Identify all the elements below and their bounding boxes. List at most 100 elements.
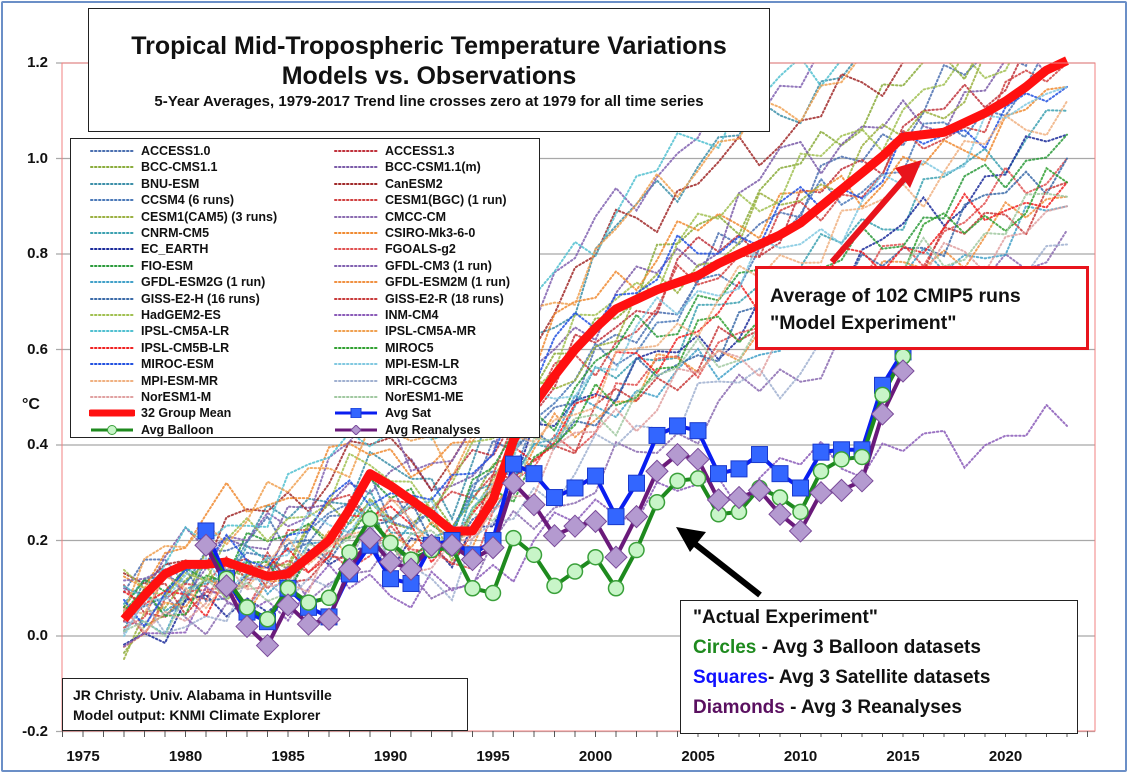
legend-swatch [90, 150, 134, 152]
legend-swatch [335, 408, 377, 419]
legend-item: GFDL-ESM2M (1 run) [333, 274, 510, 290]
x-tick-label: 2005 [681, 748, 715, 765]
y-tick-label: 0.0 [27, 627, 48, 644]
legend-swatch [334, 215, 378, 218]
model-run-line [123, 63, 841, 600]
avg-reanalyses-diamond [255, 633, 280, 658]
legend-swatch [90, 232, 134, 234]
avg-balloon-circle [361, 510, 379, 528]
legend-swatch [334, 166, 378, 169]
model-run-line [123, 63, 1011, 597]
legend-item: IPSL-CM5A-MR [333, 323, 476, 339]
legend-label: BCC-CMS1.1 [141, 160, 218, 175]
x-tick-label: 1985 [271, 748, 305, 765]
legend-label: MPI-ESM-MR [141, 373, 219, 388]
circles-desc: - Avg 3 Balloon datasets [756, 637, 981, 658]
legend-label: HadGEM2-ES [141, 308, 221, 322]
model-experiment-annotation: Average of 102 CMIP5 runs "Model Experim… [755, 266, 1089, 350]
avg-sat-square [751, 446, 768, 464]
actual-annotation-diamonds: Diamonds - Avg 3 Reanalyses [693, 693, 1077, 723]
avg-reanalyses-diamond [378, 550, 403, 574]
legend-item: CESM1(CAM5) (3 runs) [89, 209, 277, 225]
legend-swatch [90, 396, 134, 398]
legend-label: IPSL-CM5A-MR [385, 324, 476, 339]
avg-balloon-circle [628, 541, 645, 559]
avg-sat-square [525, 465, 543, 483]
avg-balloon-circle [792, 503, 809, 521]
legend-label: MIROC-ESM [141, 357, 214, 372]
y-tick-label: 0.2 [27, 531, 48, 549]
avg-balloon-circle [812, 463, 830, 480]
avg-balloon-circle [546, 577, 563, 595]
credit-box: JR Christy. Univ. Alabama in Huntsville … [62, 678, 468, 731]
avg-balloon-circle [238, 599, 256, 616]
legend-label: GFDL-CM3 (1 run) [385, 258, 492, 273]
avg-reanalyses-diamond [870, 402, 895, 426]
avg-balloon-circle [484, 584, 502, 602]
legend-label: CSIRO-Mk3-6-0 [385, 226, 476, 240]
legend-swatch [90, 199, 134, 202]
diamonds-word: Diamonds [693, 697, 785, 718]
x-tick-label: 1975 [66, 748, 100, 765]
squares-word: Squares [693, 667, 768, 688]
legend-item: MPI-ESM-MR [89, 373, 218, 389]
observation-series [120, 56, 1069, 658]
avg-balloon-circle [320, 589, 338, 607]
x-tick-label: 2010 [783, 748, 818, 765]
avg-balloon-circle [689, 470, 707, 487]
legend-swatch [334, 150, 378, 152]
avg-reanalyses-diamond [214, 574, 239, 598]
model-arrow-head [895, 160, 922, 188]
avg-balloon-circle [382, 534, 399, 552]
legend-item: CanESM2 [333, 176, 443, 192]
avg-reanalyses-diamond [235, 614, 259, 639]
legend-swatch [90, 215, 134, 218]
chart-title: Tropical Mid-Tropospheric Temperature Va… [131, 32, 727, 60]
legend-swatch [334, 379, 378, 382]
avg-reanalyses-diamond [747, 478, 772, 503]
avg-reanalyses-diamond [727, 485, 751, 510]
avg-balloon-circle [648, 494, 666, 511]
y-tick-label: 1.0 [27, 149, 48, 167]
legend-item: NorESM1-M [89, 389, 211, 405]
avg-reanalyses-diamond [624, 504, 649, 529]
model-run-line [123, 63, 911, 586]
actual-annotation-title: "Actual Experiment" [693, 607, 878, 628]
avg-reanalyses-diamond [399, 557, 423, 581]
actual-annotation-squares: Squares- Avg 3 Satellite datasets [693, 663, 1077, 693]
legend-label: CCSM4 (6 runs) [141, 193, 235, 208]
legend-label: FIO-ESM [141, 258, 194, 273]
y-tick-label: -0.2 [22, 722, 48, 740]
avg-balloon-circle [300, 594, 317, 611]
legend-swatch [334, 396, 378, 398]
actual-arrow-head [676, 527, 706, 552]
legend-swatch [334, 248, 378, 251]
avg-balloon-circle [505, 529, 522, 547]
legend-item: ACCESS1.0 [89, 143, 210, 159]
legend-swatch [90, 297, 134, 300]
y-tick-label: 0.4 [27, 436, 48, 453]
avg-reanalyses-diamond [501, 471, 526, 495]
squares-desc: - Avg 3 Satellite datasets [767, 667, 991, 688]
model-run-line [123, 63, 1055, 596]
legend-swatch [90, 281, 134, 284]
annotation-arrows [676, 160, 922, 598]
legend-swatch [90, 346, 134, 349]
avg-sat-square [730, 460, 748, 478]
model-run-line [123, 63, 857, 614]
avg-balloon-circle [669, 472, 686, 490]
avg-sat-square [771, 465, 789, 483]
legend-swatch [334, 182, 378, 185]
legend-label: CESM1(CAM5) (3 runs) [141, 209, 278, 224]
legend-item: ACCESS1.3 [333, 143, 454, 159]
avg-reanalyses-diamond [419, 533, 444, 557]
avg-reanalyses-diamond [522, 492, 546, 517]
legend-label: Avg Balloon [141, 422, 214, 437]
legend-label: CESM1(BGC) (1 run) [385, 193, 507, 208]
legend-swatch [334, 314, 378, 316]
model-run-line [123, 100, 1068, 615]
y-tick-label: 1.2 [27, 54, 48, 71]
legend: ACCESS1.0 BCC-CMS1.1 BNU-ESM CCSM4 (6 runs)… [70, 138, 540, 438]
avg-reanalyses-diamond [542, 524, 567, 548]
